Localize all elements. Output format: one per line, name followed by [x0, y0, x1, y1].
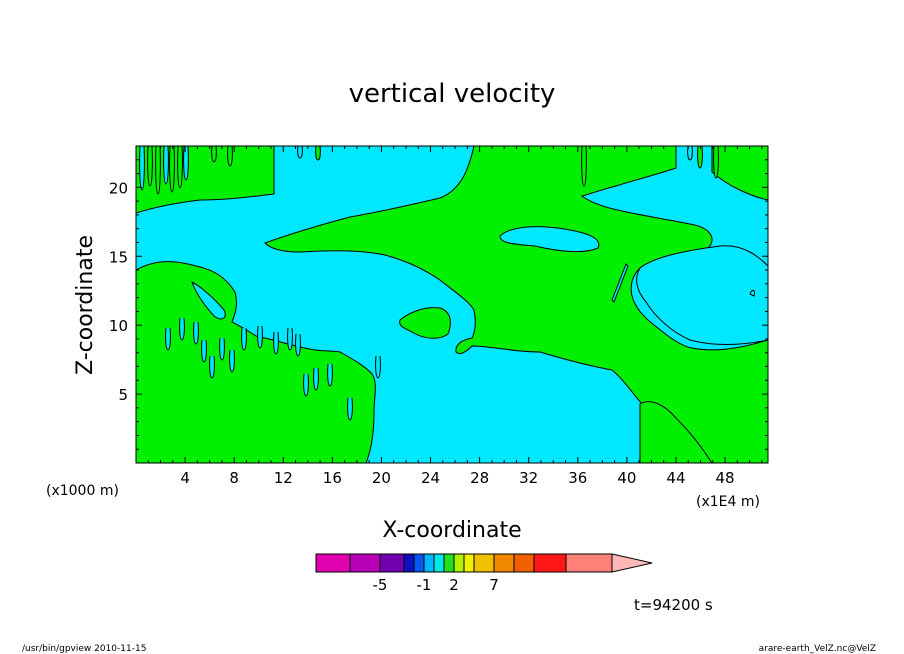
contour-finger	[315, 145, 321, 161]
x-tick-label: 4	[180, 469, 190, 487]
colorbar-swatch	[453, 553, 465, 573]
footer-left: /usr/bin/gpview 2010-11-15	[22, 644, 146, 654]
contour-finger	[183, 145, 189, 181]
x-tick-label: 36	[568, 469, 587, 487]
y-tick-label: 10	[109, 317, 128, 335]
colorbar-tick-label: 2	[449, 576, 459, 594]
x-tick-label: 32	[519, 469, 538, 487]
contour-finger	[273, 331, 279, 355]
contour-finger	[347, 397, 353, 421]
colorbar-swatch	[463, 553, 475, 573]
contour-finger	[303, 373, 309, 397]
plot-frame	[135, 145, 769, 464]
y-tick-label: 20	[109, 179, 128, 197]
negative-region-lake	[499, 226, 600, 253]
contour-finger	[165, 327, 171, 351]
contour-finger	[169, 145, 175, 193]
contour-finger	[177, 145, 183, 189]
plot-area	[135, 145, 769, 464]
contour-finger	[327, 363, 333, 387]
y-tick-label: 5	[118, 386, 128, 404]
contour-finger	[201, 339, 207, 363]
negative-region-right-lobe	[636, 245, 769, 345]
colorbar-swatch	[379, 553, 405, 573]
contour-finger	[219, 337, 225, 361]
contour-finger	[193, 321, 199, 345]
footer-right: arare-earth_VelZ.nc@VelZ	[759, 644, 876, 654]
colorbar-swatch	[513, 553, 535, 573]
x-axis-label: X-coordinate	[382, 518, 521, 543]
positive-region-bottom-right	[639, 401, 713, 464]
positive-region-island	[399, 307, 451, 339]
contour-finger	[139, 145, 145, 191]
colorbar-arrow	[611, 553, 653, 573]
contour-finger	[241, 327, 247, 351]
colorbar-swatch	[433, 553, 445, 573]
colorbar-swatch	[349, 553, 381, 573]
contour-finger	[147, 145, 153, 187]
colorbar-tick-label: -1	[417, 576, 432, 594]
contour-finger	[155, 145, 161, 195]
contour-finger	[375, 355, 381, 379]
contour-finger	[295, 333, 301, 357]
contour-finger	[687, 145, 693, 161]
contour-fingers	[139, 145, 755, 421]
colorbar-tick-label: -5	[373, 576, 388, 594]
contour-finger	[287, 327, 293, 351]
x-tick-label: 48	[716, 469, 735, 487]
colorbar-swatch	[533, 553, 567, 573]
positive-region-lower-left	[135, 261, 376, 464]
x-unit-left: (x1000 m)	[46, 483, 119, 499]
contour-finger	[581, 145, 587, 187]
colorbar-swatch	[423, 553, 435, 573]
contour-finger	[313, 367, 319, 391]
x-tick-label: 28	[470, 469, 489, 487]
colorbar-swatch	[565, 553, 613, 573]
x-tick-label: 40	[617, 469, 636, 487]
colorbar-swatch	[473, 553, 495, 573]
contour-sliver	[749, 289, 755, 297]
contour-finger	[211, 145, 217, 163]
contour-finger	[229, 349, 235, 373]
x-tick-label: 8	[229, 469, 239, 487]
contour-finger	[713, 145, 719, 179]
contour-finger	[697, 145, 703, 169]
negative-region-left-pocket	[191, 281, 226, 320]
x-tick-label: 44	[666, 469, 685, 487]
x-tick-label: 16	[323, 469, 342, 487]
colorbar-swatch	[413, 553, 425, 573]
chart-title: vertical velocity	[349, 79, 556, 109]
x-tick-label: 20	[372, 469, 391, 487]
contour-finger	[257, 325, 263, 349]
y-axis-label: Z-coordinate	[73, 235, 98, 375]
contour-finger	[227, 145, 233, 167]
y-tick-label: 15	[109, 248, 128, 266]
contour-finger	[297, 145, 303, 159]
negative-regions	[191, 226, 769, 345]
colorbar-tick-label: 7	[489, 576, 499, 594]
y-axis: 5 10 15 20	[109, 159, 768, 450]
x-tick-label: 12	[274, 469, 293, 487]
positive-regions	[135, 145, 769, 464]
time-label: t=94200 s	[634, 596, 713, 614]
colorbar-swatch	[443, 553, 455, 573]
contour-sliver	[611, 263, 629, 303]
contour-finger	[209, 355, 215, 379]
colorbar-labels: -5 -1 2 7	[373, 576, 499, 594]
contour-finger	[179, 317, 185, 341]
colorbar-swatch	[315, 553, 351, 573]
colorbar	[315, 553, 653, 573]
x-tick-label: 24	[421, 469, 440, 487]
x-unit-right: (x1E4 m)	[696, 494, 760, 510]
contour-finger	[163, 145, 169, 185]
colorbar-swatch	[403, 553, 415, 573]
colorbar-swatch	[493, 553, 515, 573]
x-axis: 4 8 12 16 20 24 28 32 36 40 44 48	[147, 146, 763, 487]
